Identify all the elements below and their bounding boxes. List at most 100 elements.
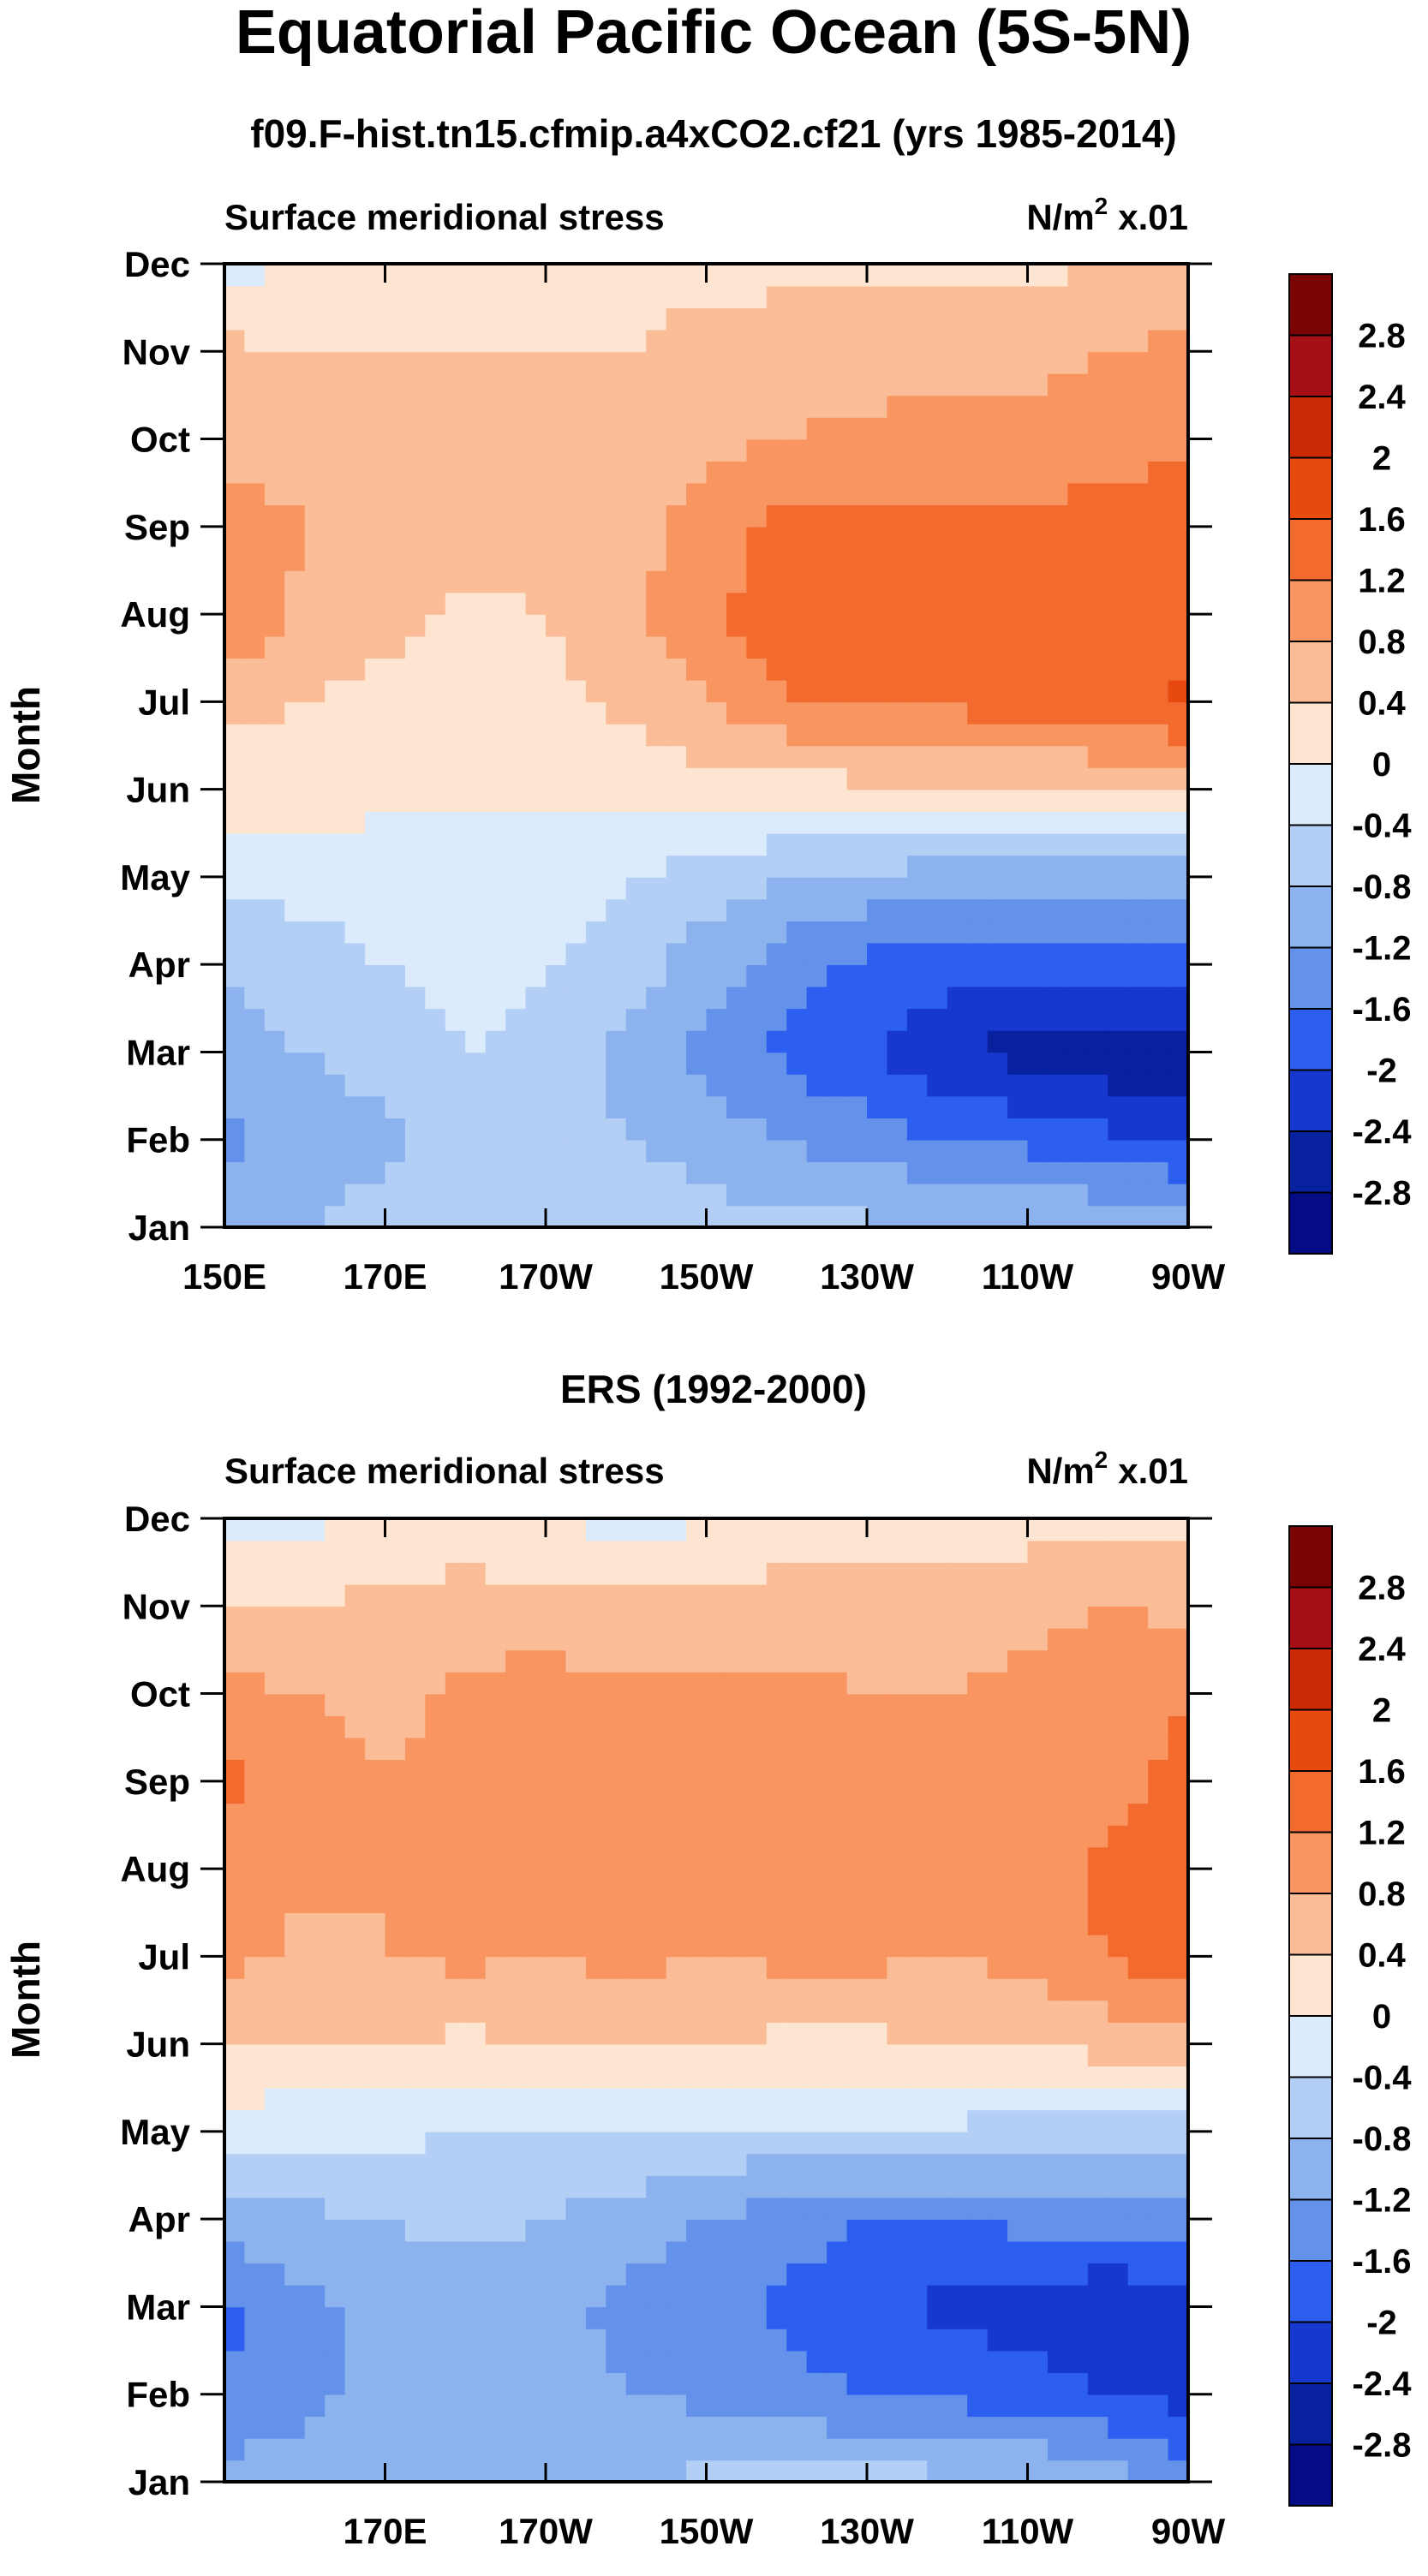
heatmap-cell <box>1027 1052 1049 1075</box>
heatmap-cell <box>726 942 748 965</box>
heatmap-cell <box>525 2263 547 2286</box>
heatmap-cell <box>425 1737 446 1761</box>
heatmap-cell <box>806 1715 828 1738</box>
heatmap-cell <box>445 855 467 878</box>
heatmap-cell <box>867 1737 888 1761</box>
heatmap-cell <box>244 395 266 418</box>
heatmap-cell <box>686 351 708 374</box>
heatmap-cell <box>867 569 888 593</box>
heatmap-cell <box>465 1759 487 1782</box>
heatmap-cell <box>485 1780 506 1804</box>
heatmap-cell <box>726 2197 748 2220</box>
heatmap-cell <box>404 1029 427 1053</box>
heatmap-cell <box>967 811 989 834</box>
heatmap-cell <box>325 1518 346 1541</box>
heatmap-cell <box>525 2240 547 2264</box>
heatmap-cell <box>525 504 547 528</box>
heatmap-cell <box>927 1934 948 1958</box>
heatmap-cell <box>706 1205 727 1228</box>
heatmap-cell <box>1168 2175 1189 2198</box>
heatmap-cell <box>726 2394 748 2418</box>
heatmap-cell <box>927 1780 948 1804</box>
heatmap-cell <box>1007 701 1029 724</box>
heatmap-cell <box>806 2329 828 2352</box>
heatmap-cell <box>686 855 708 878</box>
heatmap-cell <box>987 2219 1008 2242</box>
heatmap-cell <box>1047 592 1069 615</box>
heatmap-cell <box>606 1824 627 1848</box>
heatmap-cell <box>344 964 366 987</box>
colorbar-swatch <box>1288 1953 1333 2017</box>
heatmap-cell <box>304 635 326 659</box>
heatmap-cell <box>1047 679 1069 703</box>
heatmap-cell <box>666 2416 687 2439</box>
heatmap-cell <box>1127 1074 1149 1097</box>
heatmap-cell <box>485 416 506 440</box>
heatmap-cell <box>987 876 1008 900</box>
heatmap-cell <box>1108 1518 1129 1541</box>
heatmap-cell <box>585 1118 607 1141</box>
heatmap-cell <box>606 2197 627 2220</box>
heatmap-cell <box>546 1890 567 1914</box>
heatmap-cell <box>1127 789 1149 813</box>
heatmap-cell <box>1148 1095 1169 1118</box>
heatmap-cell <box>947 855 968 878</box>
heatmap-cell <box>606 614 627 637</box>
heatmap-cell <box>987 461 1008 484</box>
heatmap-cell <box>1007 1583 1029 1607</box>
heatmap-cell <box>846 1715 868 1738</box>
heatmap-cell <box>827 1606 848 1629</box>
y-tick-label: Aug <box>120 1849 190 1889</box>
heatmap-cell <box>425 592 446 615</box>
heatmap-cell <box>987 1737 1008 1761</box>
heatmap-cell <box>525 2460 547 2483</box>
heatmap-cell <box>445 2022 467 2045</box>
heatmap-cell <box>344 2175 366 2198</box>
heatmap-cell <box>806 2284 828 2308</box>
heatmap-cell <box>906 2263 929 2286</box>
heatmap-cell <box>244 1759 266 1782</box>
heatmap-cell <box>404 526 427 550</box>
heatmap-cell <box>947 329 968 353</box>
y-tick-label: Apr <box>128 945 190 985</box>
heatmap-cell <box>585 1074 607 1097</box>
heatmap-cell <box>947 2306 968 2329</box>
heatmap-cell <box>485 526 506 550</box>
heatmap-cell <box>746 2263 768 2286</box>
heatmap-cell <box>686 482 708 506</box>
heatmap-cell <box>867 964 888 987</box>
heatmap-cell <box>505 1693 527 1716</box>
heatmap-cell <box>1127 1118 1149 1141</box>
heatmap-cell <box>465 2022 487 2045</box>
heatmap-cell <box>827 1824 848 1848</box>
heatmap-cell <box>344 2437 366 2461</box>
heatmap-cell <box>906 438 929 462</box>
heatmap-cell <box>827 416 848 440</box>
heatmap-cell <box>666 504 687 528</box>
heatmap-cell <box>485 745 506 768</box>
x-tick-label: 170E <box>343 1256 427 1297</box>
heatmap-cell <box>686 964 708 987</box>
heatmap-cell <box>1047 2000 1069 2023</box>
heatmap-cell <box>906 1118 929 1141</box>
heatmap-cell <box>1087 2131 1109 2155</box>
heatmap-cell <box>546 1540 567 1563</box>
heatmap-cell <box>1007 461 1029 484</box>
heatmap-cell <box>224 1606 246 1629</box>
heatmap-cell <box>806 2240 828 2264</box>
heatmap-cell <box>927 2416 948 2439</box>
heatmap-cell <box>1027 789 1049 813</box>
heatmap-cell <box>927 1912 948 1935</box>
heatmap-cell <box>827 1008 848 1031</box>
heatmap-cell <box>646 1649 667 1673</box>
heatmap-cell <box>846 679 868 703</box>
heatmap-cell <box>525 811 547 834</box>
colorbar-swatch <box>1288 1648 1333 1711</box>
heatmap-cell <box>1127 898 1149 921</box>
heatmap-cell <box>404 2350 427 2373</box>
heatmap-cell <box>325 898 346 921</box>
heatmap-cell <box>365 2131 386 2155</box>
heatmap-cell <box>1148 1759 1169 1782</box>
heatmap-cell <box>485 592 506 615</box>
heatmap-cell <box>646 1671 667 1695</box>
